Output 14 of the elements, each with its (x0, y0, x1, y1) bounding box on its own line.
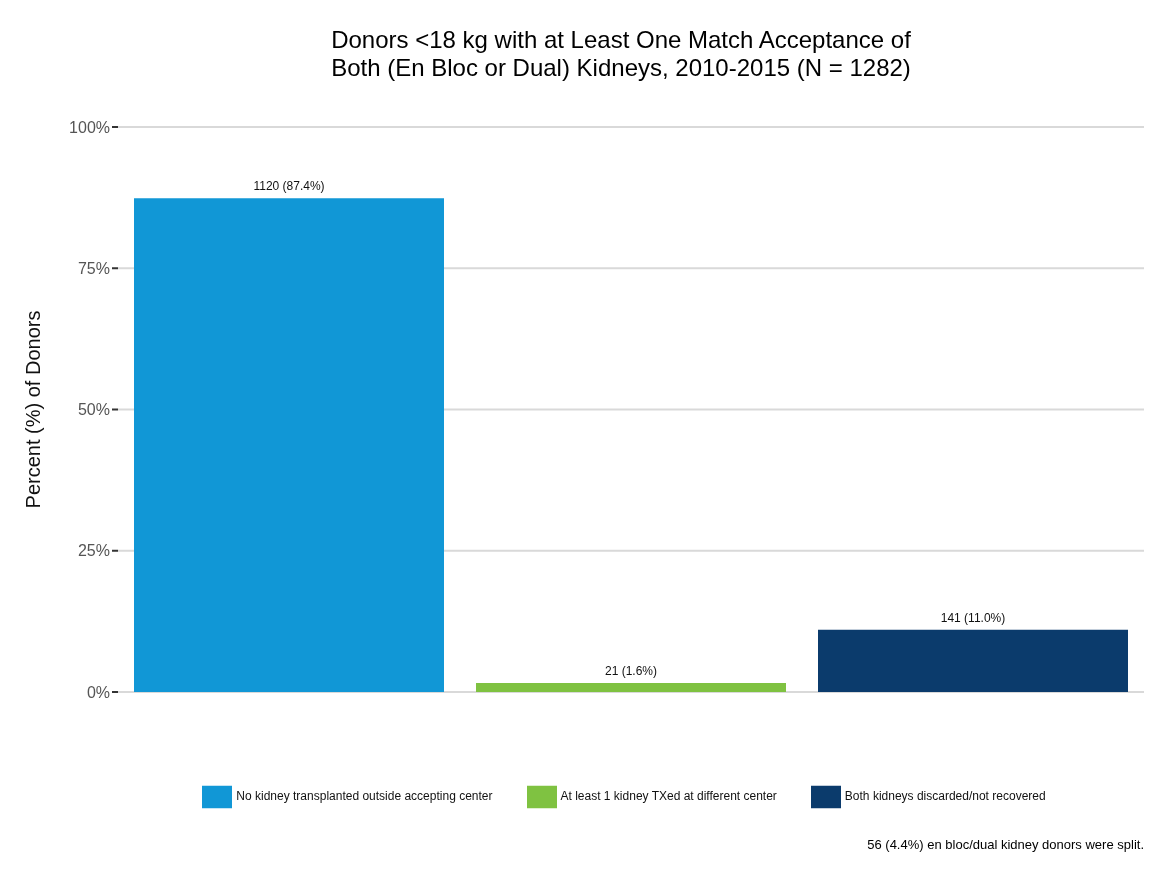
legend-label: At least 1 kidney TXed at different center (560, 789, 777, 804)
y-tick-label: 25% (77, 542, 110, 560)
text: 56 (4.4%) en bloc/dual kidney donors were split. (867, 837, 1144, 852)
y-tick-label: 0% (86, 683, 110, 701)
y-tick-label: 100% (69, 118, 110, 136)
y-axis-title: Percent (%) of Donors (22, 310, 45, 509)
y-tick-label: 50% (77, 401, 110, 419)
data-label: 1120 (87.4%) (253, 179, 325, 194)
y-tick-label: 75% (77, 259, 110, 277)
legend-label: No kidney transplanted outside accepting center (236, 789, 493, 804)
chart-title: Donors <18 kg with at Least One Match Acceptance of Both (En Bloc or Dual) Kidneys, 2010-2015 (N = 1282) (330, 26, 912, 82)
data-label: 141 (11.0%) (940, 610, 1006, 625)
data-label: 21 (1.6%) (604, 663, 658, 678)
legend-label: Both kidneys discarded/not recovered (844, 789, 1046, 804)
